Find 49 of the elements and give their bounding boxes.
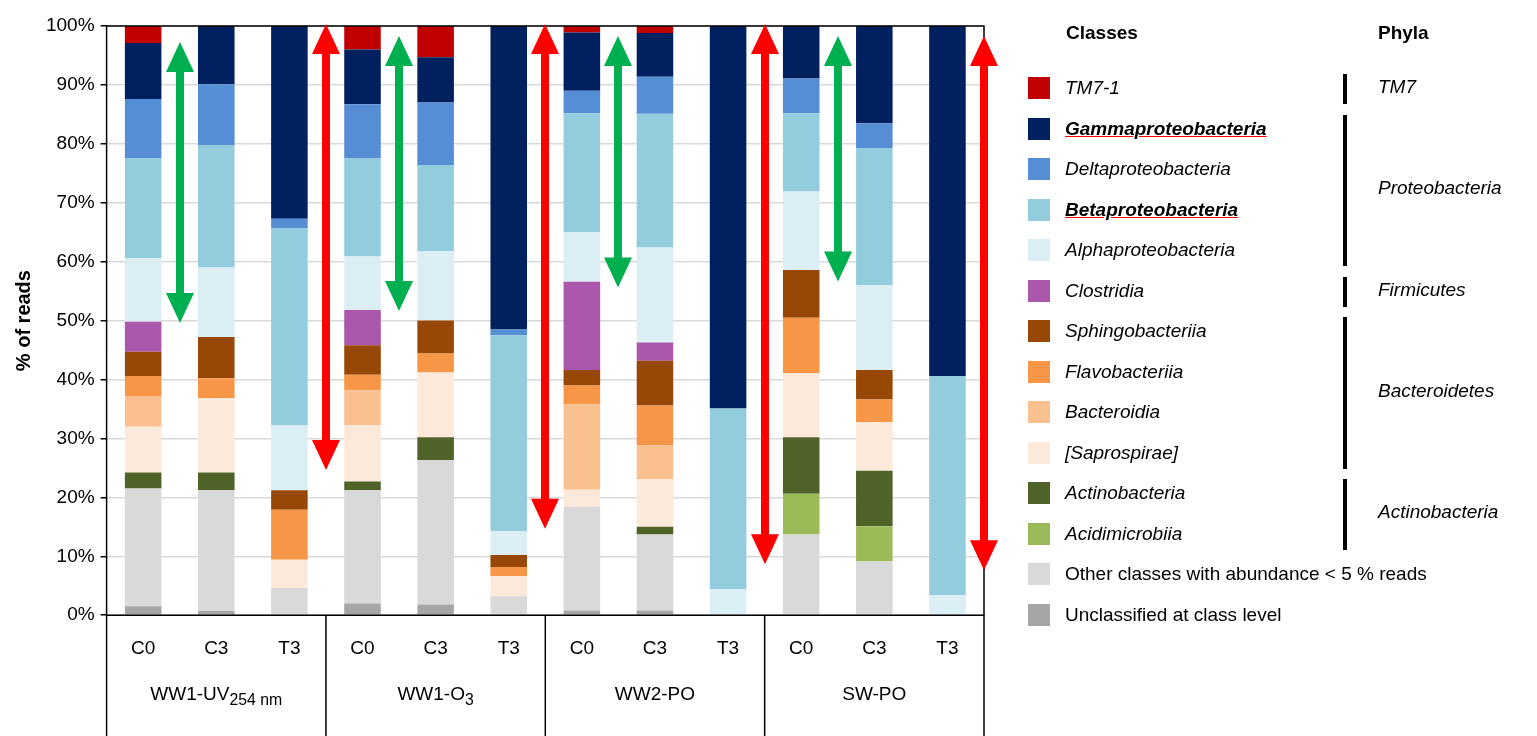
- y-tick-label: 80%: [56, 132, 95, 154]
- legend-label: Gammaproteobacteria: [1065, 117, 1267, 140]
- legend-label: Alphaproteobacteria: [1065, 239, 1236, 261]
- x-tick-label: C3: [862, 636, 887, 658]
- text: WW1-UV$_{254 nm}$: [149, 683, 284, 709]
- legend-label: Flavobacteriia: [1065, 360, 1184, 383]
- text: Phyla: [1378, 22, 1429, 44]
- x-tick-label: C3: [204, 636, 229, 658]
- legend-label: Betaproteobacteria: [1065, 198, 1239, 221]
- legend-label: Acidimicrobiia: [1065, 522, 1183, 545]
- legend-label: Unclassified at class level: [1065, 603, 1282, 626]
- legend-title: Classes: [1066, 22, 1138, 44]
- y-tick-label: 90%: [56, 73, 95, 95]
- text: Firmicutes: [1378, 278, 1466, 301]
- x-tick-label: C0: [350, 636, 375, 658]
- y-tick-label: 0%: [67, 603, 95, 625]
- y-tick-label: 100%: [45, 14, 95, 36]
- y-tick-label: 40%: [56, 367, 95, 389]
- text: SW-PO: [841, 683, 908, 706]
- y-tick-label: 50%: [56, 308, 95, 330]
- legend-label: Bacteroidia: [1065, 401, 1161, 423]
- x-tick-label: C0: [789, 636, 814, 658]
- legend-label: Sphingobacteriia: [1065, 320, 1207, 342]
- legend-label: Other classes with abundance < 5 % reads: [1065, 563, 1427, 585]
- text: Actinobacteria: [1378, 501, 1499, 524]
- text: TM7: [1378, 76, 1416, 98]
- x-tick-label: T3: [936, 636, 959, 658]
- y-tick-label: 70%: [56, 190, 95, 212]
- y-tick-label: 20%: [56, 485, 95, 507]
- x-tick-label: T3: [497, 636, 520, 658]
- legend-label: Actinobacteria: [1065, 482, 1186, 504]
- text: WW1-O$_{3}$: [396, 683, 475, 709]
- x-tick-label: C0: [131, 636, 156, 658]
- x-tick-label: C3: [642, 636, 668, 658]
- text: WW2-PO: [613, 683, 697, 706]
- text: Bacteroidetes: [1378, 379, 1495, 402]
- y-tick-label: 60%: [56, 249, 95, 271]
- y-tick-label: 10%: [56, 544, 95, 566]
- x-tick-label: C3: [423, 636, 448, 658]
- legend-label: [Saprospirae]: [1065, 441, 1179, 464]
- legend-label: Deltaproteobacteria: [1065, 158, 1231, 180]
- x-tick-label: T3: [278, 636, 301, 658]
- x-tick-label: C0: [569, 636, 594, 658]
- y-tick-label: 30%: [56, 426, 95, 448]
- text: Proteobacteria: [1378, 177, 1502, 200]
- x-tick-label: T3: [717, 636, 740, 658]
- legend-label: Clostridia: [1065, 279, 1145, 302]
- legend-label: TM7-1: [1065, 77, 1120, 99]
- y-axis-title: % of reads: [11, 270, 34, 372]
